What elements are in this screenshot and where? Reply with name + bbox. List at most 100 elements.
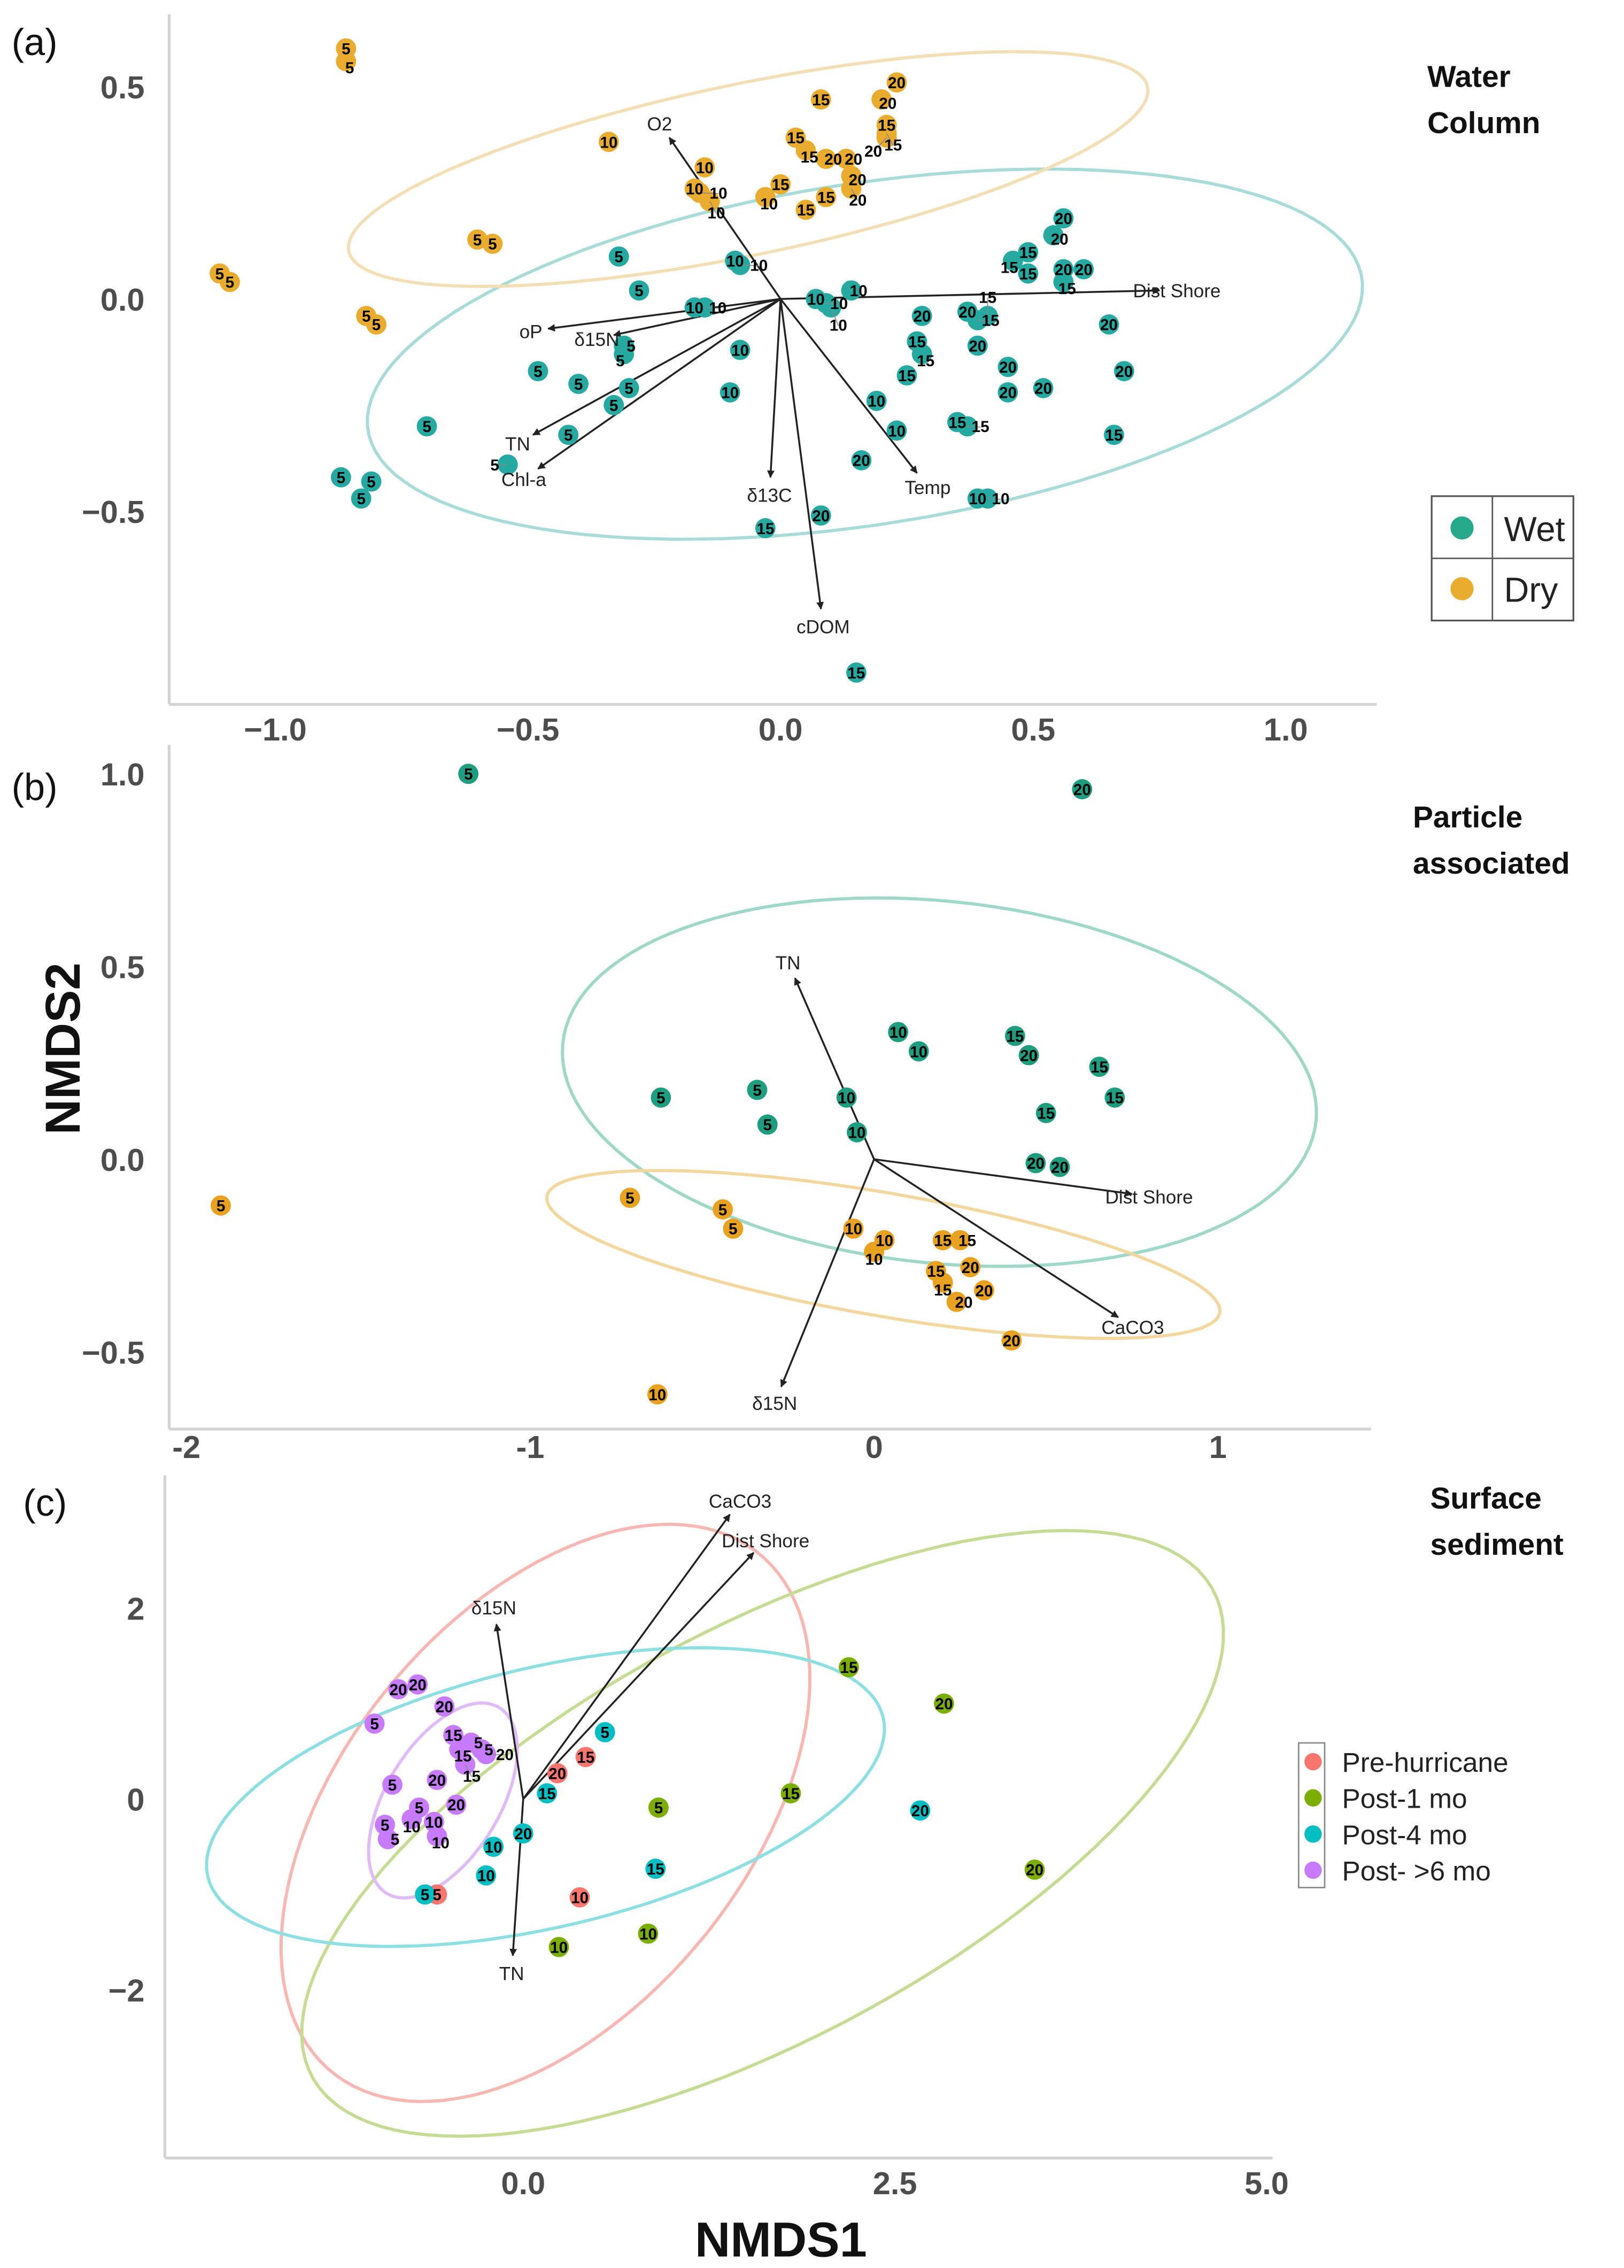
data-point-label: 10 bbox=[709, 185, 727, 203]
data-point-label: 5 bbox=[635, 282, 644, 300]
data-point bbox=[974, 1280, 994, 1301]
data-point bbox=[755, 187, 776, 207]
confidence-ellipse bbox=[205, 1646, 886, 1948]
panel-b-particle-associated: (b) Particle associated -2 -1 0 1 1.0 0.5 0.0 −… bbox=[12, 745, 1570, 1465]
data-point bbox=[1024, 1860, 1045, 1880]
y-tick-label: 0.0 bbox=[100, 282, 145, 318]
data-point-label: 15 bbox=[1106, 1090, 1124, 1107]
env-vector-arrow bbox=[767, 299, 782, 479]
env-vector-arrow bbox=[780, 1159, 875, 1387]
data-point bbox=[1018, 263, 1039, 284]
data-point-label: 5 bbox=[367, 473, 376, 491]
env-vector-arrow bbox=[537, 298, 782, 470]
env-vector-label: δ13C bbox=[747, 485, 792, 506]
legend-key-post-4mo bbox=[1304, 1825, 1322, 1843]
data-point-label: 10 bbox=[830, 317, 847, 335]
data-point bbox=[651, 1087, 671, 1108]
data-point bbox=[1004, 1025, 1025, 1046]
data-point-label: 5 bbox=[421, 1886, 430, 1904]
data-point-label: 15 bbox=[934, 1232, 952, 1249]
label-leader-line bbox=[967, 426, 981, 428]
data-point-label: 10 bbox=[888, 422, 906, 440]
data-point bbox=[366, 314, 386, 335]
data-point bbox=[851, 450, 872, 470]
data-point-label: 10 bbox=[600, 134, 617, 151]
data-point-label: 5 bbox=[357, 490, 366, 508]
data-point-label: 15 bbox=[454, 1748, 471, 1765]
data-point-label: 20 bbox=[812, 507, 830, 525]
data-point bbox=[1053, 208, 1074, 229]
x-tick-label: 5.0 bbox=[1244, 2165, 1289, 2201]
data-point bbox=[458, 763, 479, 784]
data-point bbox=[568, 374, 589, 394]
x-tick-label: 1 bbox=[1209, 1429, 1227, 1465]
data-point-label: 5 bbox=[432, 1886, 442, 1904]
env-vector-arrow bbox=[547, 298, 781, 332]
env-vector-label: δ15N bbox=[752, 1393, 797, 1414]
data-point bbox=[755, 518, 776, 538]
data-point-label: 5 bbox=[490, 457, 499, 474]
confidence-ellipse bbox=[545, 1169, 1221, 1340]
data-point bbox=[1035, 1102, 1056, 1123]
label-leader-line bbox=[826, 303, 839, 305]
data-point-label: 20 bbox=[1115, 363, 1133, 381]
data-point bbox=[483, 1837, 504, 1857]
data-point bbox=[841, 280, 862, 301]
data-point bbox=[575, 1747, 596, 1768]
y-tick-label: 1.0 bbox=[100, 757, 145, 792]
data-point-label: 5 bbox=[474, 1734, 483, 1752]
data-point-label: 15 bbox=[756, 520, 774, 538]
data-point bbox=[482, 234, 503, 254]
confidence-ellipse bbox=[300, 1529, 1225, 2138]
x-tick-label: 2.5 bbox=[873, 2165, 917, 2201]
data-point-label: 20 bbox=[1073, 781, 1091, 799]
env-vector-label: TN bbox=[776, 953, 801, 974]
data-point-label: 5 bbox=[381, 1817, 390, 1834]
data-point-label: 15 bbox=[908, 333, 926, 351]
data-point bbox=[614, 344, 635, 365]
data-point-label: 5 bbox=[718, 1201, 728, 1219]
data-point-label: 15 bbox=[958, 1232, 976, 1249]
legend-period: Pre-hurricane Post-1 mo Post-4 mo Post- … bbox=[1297, 1742, 1509, 1888]
data-point-label: 20 bbox=[999, 359, 1017, 376]
y-tick-label: −2 bbox=[109, 1973, 145, 2009]
panel-label-b: (b) bbox=[12, 766, 58, 808]
data-point bbox=[795, 140, 816, 161]
label-leader-line bbox=[987, 498, 1001, 500]
data-point bbox=[1089, 1056, 1110, 1077]
data-point-label: 20 bbox=[879, 95, 896, 113]
data-point-label: 10 bbox=[425, 1814, 443, 1831]
data-point bbox=[866, 390, 887, 411]
data-point-label: 20 bbox=[1027, 1155, 1045, 1172]
data-point bbox=[361, 471, 382, 492]
data-point-label: 5 bbox=[216, 1197, 226, 1215]
y-tick-label: 0.0 bbox=[100, 1142, 145, 1178]
legend-key-pre-hurricane bbox=[1304, 1753, 1322, 1771]
data-point-label: 15 bbox=[647, 1861, 664, 1878]
y-tick-label: −0.5 bbox=[82, 1334, 144, 1370]
data-point-label: 5 bbox=[654, 1800, 663, 1817]
data-point-label: 20 bbox=[864, 143, 882, 160]
y-tick-label: 2 bbox=[127, 1591, 144, 1626]
label-leader-line bbox=[709, 201, 717, 214]
data-point bbox=[1001, 1330, 1022, 1351]
data-point bbox=[647, 1384, 668, 1405]
data-point-label: 15 bbox=[1105, 427, 1123, 444]
data-point bbox=[847, 1122, 867, 1143]
data-point-label: 5 bbox=[372, 317, 381, 334]
env-vector-label: O2 bbox=[647, 114, 672, 135]
data-point bbox=[211, 1195, 231, 1216]
data-point-label: 15 bbox=[538, 1785, 556, 1803]
data-point-label: 20 bbox=[389, 1681, 407, 1699]
data-point bbox=[598, 132, 619, 152]
data-point-label: 5 bbox=[564, 427, 573, 444]
data-point bbox=[911, 344, 932, 365]
y-tick-label: 0.5 bbox=[100, 70, 145, 105]
data-point-label: 5 bbox=[574, 376, 583, 394]
label-leader-line bbox=[886, 133, 894, 146]
panel-title-a-line1: Water bbox=[1427, 60, 1511, 94]
data-point bbox=[1033, 378, 1054, 398]
legend-label-post-6mo: Post- >6 mo bbox=[1342, 1855, 1490, 1886]
data-point bbox=[933, 1693, 954, 1714]
